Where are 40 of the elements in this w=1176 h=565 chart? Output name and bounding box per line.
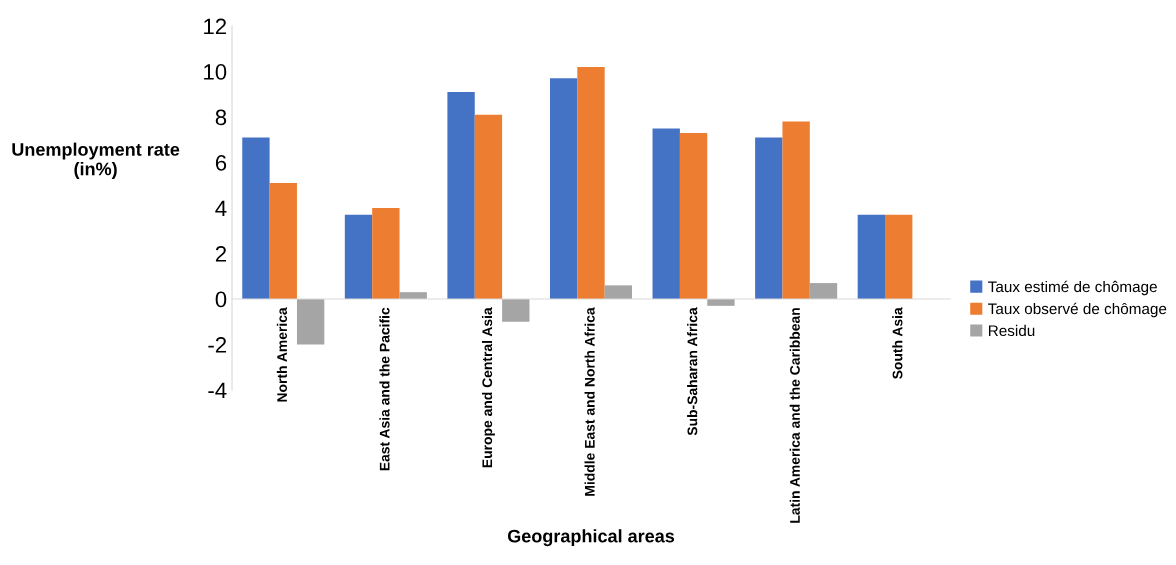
legend-label: Residu <box>988 324 1035 337</box>
x-tick-label: South Asia <box>892 307 903 379</box>
bar <box>242 137 270 299</box>
y-axis-title: Unemployment rate (in%) <box>12 142 180 179</box>
x-axis-title: Geographical areas <box>507 529 675 547</box>
bar <box>474 114 503 299</box>
x-tick-label: Europe and Central Asia <box>481 307 495 468</box>
legend-label: Taux estimé de chômage <box>988 280 1157 296</box>
bar <box>707 299 735 306</box>
y-tick-label: -2 <box>208 337 227 353</box>
bar <box>809 283 838 299</box>
bar <box>885 214 913 299</box>
bar <box>857 214 886 299</box>
y-tick-label: 10 <box>204 64 227 80</box>
bar <box>679 132 708 299</box>
x-tick-label: Sub-Saharan Africa <box>687 307 698 436</box>
x-tick-label: East Asia and the Pacific <box>379 307 390 471</box>
bar <box>755 137 783 299</box>
y-tick-label: 6 <box>215 155 227 171</box>
bar <box>447 91 475 299</box>
x-tick-label: Middle East and North Africa <box>584 307 595 496</box>
legend-label: Taux observé de chômage <box>988 302 1167 318</box>
bar <box>296 299 325 345</box>
x-tick-label: North America <box>276 307 288 402</box>
bar <box>372 208 400 299</box>
bar <box>269 182 297 299</box>
bar <box>549 78 578 299</box>
bar <box>577 66 605 299</box>
bar <box>782 121 810 299</box>
y-tick-label: 4 <box>215 200 227 217</box>
y-tick-label: -4 <box>208 382 227 399</box>
y-tick-label: 2 <box>215 246 227 262</box>
y-tick-label: 12 <box>204 18 227 35</box>
bar <box>604 285 633 299</box>
x-tick-label: Latin America and the Caribbean <box>789 308 800 523</box>
y-tick-label: 0 <box>215 291 227 308</box>
y-tick-label: 8 <box>215 109 227 126</box>
bar <box>344 214 373 299</box>
bar <box>502 299 530 322</box>
bar <box>652 128 680 299</box>
